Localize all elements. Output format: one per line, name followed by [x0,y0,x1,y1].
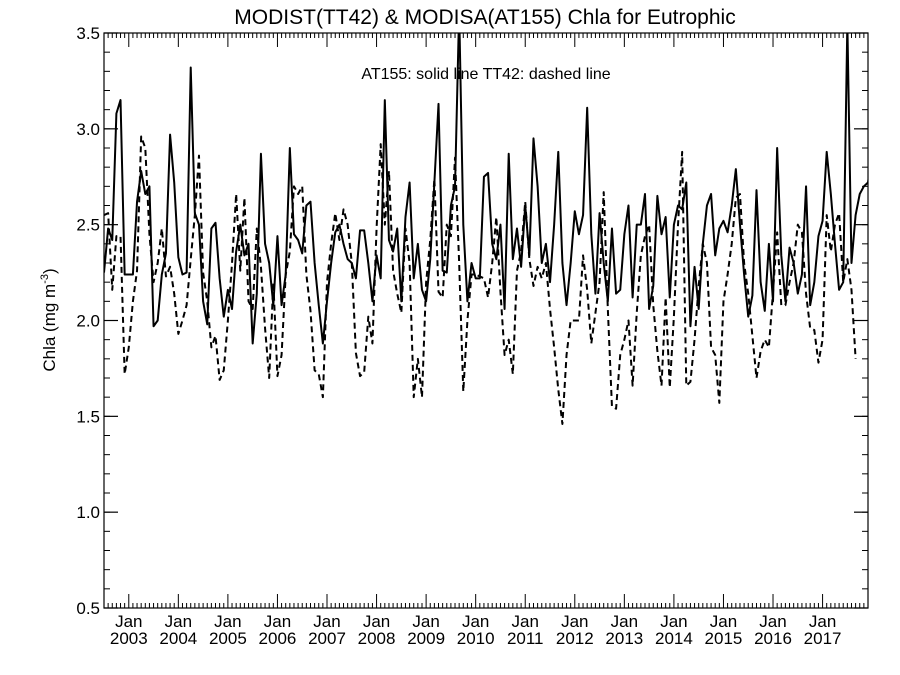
chart-title: MODIST(TT42) & MODISA(AT155) Chla for Eu… [234,6,735,29]
y-tick-label: 1.5 [76,407,100,426]
x-tick-year-label: 2010 [457,629,495,648]
x-tick-year-label: 2017 [804,629,842,648]
x-tick-year-label: 2007 [308,629,346,648]
x-tick-month-label: Jan [214,612,241,631]
x-tick-month-label: Jan [313,612,340,631]
x-tick-month-label: Jan [809,612,836,631]
y-tick-label: 2.5 [76,216,100,235]
x-tick-year-label: 2008 [358,629,396,648]
x-tick-year-label: 2003 [110,629,148,648]
y-tick-label: 3.0 [76,120,100,139]
x-tick-month-label: Jan [264,612,291,631]
x-tick-month-label: Jan [512,612,539,631]
series-line-tt42 [104,135,857,425]
y-tick-label: 0.5 [76,599,100,618]
series-annotation: AT155: solid line TT42: dashed line [361,66,610,83]
x-tick-year-label: 2015 [705,629,743,648]
x-tick-month-label: Jan [165,612,192,631]
x-tick-month-label: Jan [115,612,142,631]
x-tick-year-label: 2009 [407,629,445,648]
y-tick-label: 1.0 [76,503,100,522]
x-tick-month-label: Jan [660,612,687,631]
x-tick-year-label: 2016 [754,629,792,648]
plot-frame [103,32,869,609]
x-tick-year-label: 2004 [159,629,197,648]
x-tick-year-label: 2012 [556,629,594,648]
x-tick-month-label: Jan [710,612,737,631]
y-tick-label: 2.0 [76,312,100,331]
y-axis-label-main: Chla (mg m [40,284,59,372]
x-tick-month-label: Jan [759,612,786,631]
y-axis-label-close: ) [40,268,59,274]
x-tick-month-label: Jan [462,612,489,631]
y-axis-label-superscript: -3 [39,274,51,284]
x-tick-month-label: Jan [611,612,638,631]
x-tick-year-label: 2013 [605,629,643,648]
x-tick-month-label: Jan [412,612,439,631]
x-tick-year-label: 2011 [507,629,544,648]
x-tick-month-label: Jan [363,612,390,631]
x-tick-year-label: 2005 [209,629,247,648]
y-axis-label: Chla (mg m-3) [39,268,59,371]
plot-area: 0.51.01.52.02.53.03.5Jan2003Jan2004Jan20… [76,24,869,648]
x-tick-month-label: Jan [561,612,588,631]
y-tick-label: 3.5 [76,24,100,43]
x-tick-year-label: 2006 [259,629,297,648]
x-tick-year-label: 2014 [655,629,693,648]
series-line-at155 [104,33,868,345]
